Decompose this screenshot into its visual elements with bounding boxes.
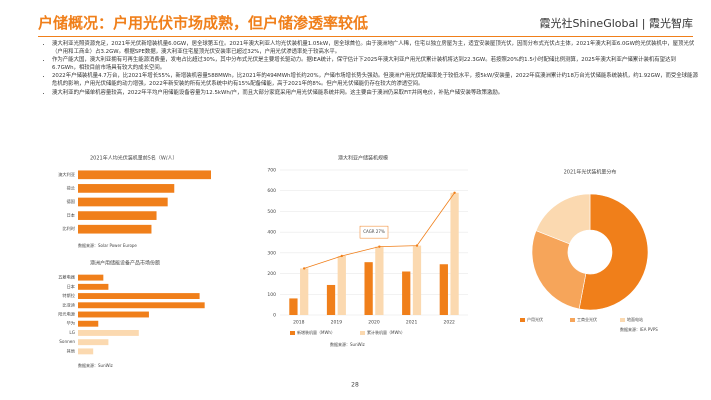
bar <box>78 339 109 346</box>
title-rule <box>38 36 693 37</box>
annotation: CAGR 27% <box>363 229 385 234</box>
bar <box>78 184 175 193</box>
bar <box>78 224 152 234</box>
category-label: 澳大利亚 <box>58 171 75 178</box>
source: 数据来源：Solar Power Europe <box>78 242 137 248</box>
trend-point <box>302 267 306 270</box>
y-tick-label: 500 <box>267 209 276 215</box>
category-label: 华为 <box>67 320 75 327</box>
x-tick-label: 2022 <box>443 320 455 326</box>
legend-swatch <box>570 318 575 322</box>
x-tick-label: 2021 <box>406 320 418 326</box>
legend-swatch <box>620 318 625 322</box>
x-tick-label: 2020 <box>368 320 380 326</box>
x-tick-label: 2018 <box>293 320 305 326</box>
bar <box>326 284 336 315</box>
bar <box>78 197 168 207</box>
y-tick-label: 300 <box>267 250 276 256</box>
bar <box>364 262 373 315</box>
y-tick-label: 100 <box>267 292 276 298</box>
category-label: 日本 <box>67 283 76 290</box>
legend-label: 工商业光伏 <box>577 316 597 322</box>
bar <box>450 192 459 315</box>
legend-swatch <box>520 318 525 322</box>
category-label: 日本 <box>67 212 76 219</box>
bar <box>375 246 384 315</box>
bar <box>78 348 94 355</box>
bullet: 作为产能大国，澳大利亚拥有可再生能源消费量，发电占比超过30%，其中分布式光伏是… <box>52 57 702 72</box>
legend-swatch <box>360 331 365 335</box>
bar <box>337 255 346 315</box>
chart-title: 澳大利亚户储装机规模 <box>338 155 388 162</box>
category-label: 德国 <box>67 198 75 205</box>
category-label: 荷兰 <box>67 184 75 191</box>
category-label: 阳光电源 <box>58 311 76 318</box>
legend-label: 户用光伏 <box>527 316 543 322</box>
annotation-box <box>359 225 389 239</box>
category-label: 五菱电器 <box>58 274 76 281</box>
donut-segment <box>531 230 587 310</box>
chart-title: 2021年人均光伏装机量前5名（W/人） <box>90 155 178 162</box>
bar <box>78 274 104 281</box>
bar <box>412 245 422 315</box>
bar <box>78 211 157 220</box>
bar <box>300 268 309 315</box>
trend-point <box>340 254 343 258</box>
chart-title: 澳洲户用储能设备产品市场份额 <box>90 260 160 267</box>
category-label: Sonnen <box>59 339 75 344</box>
logo: 霞光社ShineGlobal | 霞光智库 <box>539 17 693 30</box>
bar <box>78 311 149 318</box>
bullet: 2022年户储装机量4.7万台，比2021年增长55%，新增装机容量588MWh… <box>52 73 702 88</box>
page-number: 28 <box>351 382 359 389</box>
bar <box>78 320 99 327</box>
donut-segment <box>578 193 649 311</box>
x-tick-label: 2019 <box>331 320 343 326</box>
slide-title: 户储概况：户用光伏市场成熟，但户储渗透率较低 <box>38 14 369 32</box>
category-label: 特斯拉 <box>62 292 75 299</box>
bar <box>289 298 298 315</box>
chart-title: 2021年光伏装机量分布 <box>564 169 617 176</box>
category-label: 其他 <box>67 347 76 354</box>
y-tick-label: 0 <box>273 313 276 319</box>
category-label: 比亚迪 <box>62 301 75 308</box>
source: 数据来源：SunWiz <box>78 362 113 368</box>
bullet-list: 澳大利亚光照资源充足，2021年光伏新增装机量6.0GW，居全球第五位。2021… <box>44 41 702 98</box>
y-tick-label: 700 <box>267 168 276 174</box>
bar <box>78 302 205 309</box>
legend-label: 地面电站 <box>627 316 643 322</box>
source: 数据来源：IEA PVPS <box>620 326 658 332</box>
bullet: 澳大利亚光照资源充足，2021年光伏新增装机量6.0GW，居全球第五位。2021… <box>52 41 702 56</box>
bar <box>78 283 109 290</box>
legend-label: 新增装机量（MWh） <box>297 329 335 335</box>
y-tick-label: 400 <box>267 230 276 236</box>
bar <box>78 293 200 300</box>
legend-label: 累计装机量（MWh） <box>367 329 405 335</box>
y-tick-label: 600 <box>267 188 276 194</box>
legend-swatch <box>290 331 295 335</box>
bar <box>439 264 448 315</box>
trend-point <box>415 244 419 247</box>
bar <box>78 170 211 180</box>
bullet: 澳大利亚的户储单机容量较高，2022年平均户用储能设备容量为12.5kWh/户，… <box>52 90 702 98</box>
trend-point <box>453 191 456 194</box>
trend-point <box>378 245 381 248</box>
bar <box>78 329 139 336</box>
donut-segment <box>535 193 591 245</box>
category-label: LG <box>69 330 75 335</box>
category-label: 比利时 <box>62 225 75 232</box>
bar <box>402 271 411 315</box>
y-tick-label: 200 <box>267 271 276 277</box>
source: 数据来源：SunWiz <box>330 341 365 347</box>
